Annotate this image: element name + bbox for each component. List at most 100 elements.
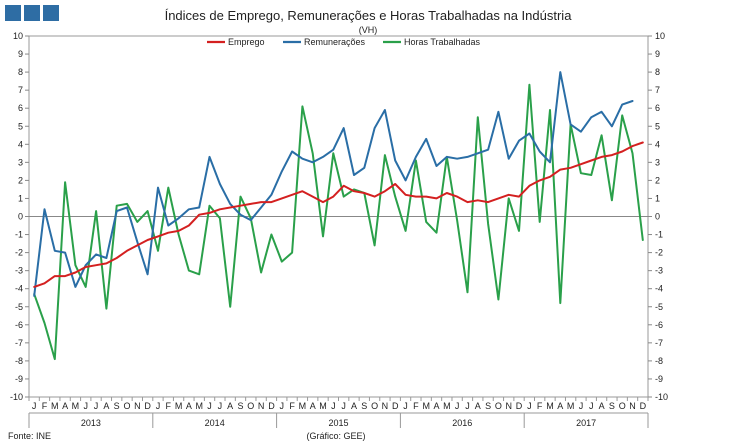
y-tick-label-left: -8 — [15, 356, 23, 366]
y-tick-label-right: 3 — [655, 157, 660, 167]
x-tick-label: S — [485, 401, 491, 411]
x-tick-label: F — [166, 401, 172, 411]
legend: Emprego Remunerações Horas Trabalhadas — [207, 37, 481, 47]
x-tick-label: M — [195, 401, 203, 411]
x-tick-label: A — [186, 401, 192, 411]
y-tick-label-right: -6 — [655, 320, 663, 330]
series-line-emprego — [33, 141, 644, 288]
chart-title: Índices de Emprego, Remunerações e Horas… — [165, 8, 573, 23]
brand-logo — [5, 5, 59, 21]
x-tick-label: N — [134, 401, 141, 411]
y-tick-label-left: -10 — [10, 392, 23, 402]
y-tick-label-right: 8 — [655, 67, 660, 77]
x-tick-label: J — [455, 401, 460, 411]
year-label: 2015 — [328, 418, 348, 428]
x-tick-label: A — [227, 401, 233, 411]
y-tick-label-right: 10 — [655, 31, 665, 41]
x-tick-label: F — [289, 401, 295, 411]
brand-square-1 — [5, 5, 21, 21]
x-tick-label: J — [280, 401, 285, 411]
y-tick-label-left: -9 — [15, 374, 23, 384]
y-tick-label-left: -5 — [15, 302, 23, 312]
legend-label-emprego: Emprego — [228, 37, 265, 47]
y-tick-label-right: 1 — [655, 193, 660, 203]
x-tick-label: N — [258, 401, 265, 411]
x-tick-label: J — [331, 401, 336, 411]
y-tick-label-left: -1 — [15, 230, 23, 240]
x-tick-label: D — [144, 401, 151, 411]
y-tick-label-left: 3 — [18, 157, 23, 167]
x-tick-label: J — [94, 401, 99, 411]
x-tick-label: O — [124, 401, 131, 411]
x-tick-label: A — [351, 401, 357, 411]
series-line-remuneracoes — [33, 71, 634, 297]
x-tick-label: J — [83, 401, 88, 411]
y-tick-label-right: -10 — [655, 392, 668, 402]
y-tick-label-right: -5 — [655, 302, 663, 312]
x-tick-label: N — [505, 401, 512, 411]
x-tick-label: F — [537, 401, 543, 411]
y-tick-label-right: 5 — [655, 121, 660, 131]
brand-square-2 — [24, 5, 40, 21]
chart-subtitle: (VH) — [359, 25, 378, 35]
y-tick-label-left: -7 — [15, 338, 23, 348]
x-tick-label: M — [443, 401, 451, 411]
x-tick-label: J — [218, 401, 223, 411]
x-tick-label: M — [422, 401, 430, 411]
y-tick-label-left: 0 — [18, 212, 23, 222]
x-tick-label: O — [619, 401, 626, 411]
x-tick-label: D — [640, 401, 647, 411]
y-tick-label-left: 1 — [18, 193, 23, 203]
y-tick-label-left: 8 — [18, 67, 23, 77]
y-tick-label-left: -6 — [15, 320, 23, 330]
x-tick-label: A — [475, 401, 481, 411]
year-label: 2016 — [452, 418, 472, 428]
x-tick-label: S — [237, 401, 243, 411]
legend-item-emprego: Emprego — [207, 37, 265, 47]
y-tick-label-left: -3 — [15, 266, 23, 276]
y-tick-label-right: 9 — [655, 49, 660, 59]
x-tick-label: D — [268, 401, 275, 411]
y-tick-label-left: 5 — [18, 121, 23, 131]
year-label: 2013 — [81, 418, 101, 428]
x-tick-label: J — [341, 401, 346, 411]
x-tick-label: J — [579, 401, 584, 411]
x-tick-label: J — [403, 401, 408, 411]
x-tick-label: M — [72, 401, 80, 411]
x-tick-label: J — [156, 401, 161, 411]
x-tick-label: A — [62, 401, 68, 411]
y-tick-label-right: -4 — [655, 284, 663, 294]
y-tick-label-right: -7 — [655, 338, 663, 348]
x-tick-label: O — [371, 401, 378, 411]
y-tick-label-right: 7 — [655, 85, 660, 95]
credit-label: (Gráfico: GEE) — [306, 431, 365, 441]
y-tick-label-left: -2 — [15, 248, 23, 258]
x-tick-label: S — [114, 401, 120, 411]
y-tick-label-right: 2 — [655, 175, 660, 185]
y-tick-label-right: -3 — [655, 266, 663, 276]
y-tick-label-right: 0 — [655, 212, 660, 222]
x-tick-label: J — [465, 401, 470, 411]
x-tick-label: F — [413, 401, 419, 411]
y-tick-label-right: 6 — [655, 103, 660, 113]
x-tick-label: D — [516, 401, 523, 411]
legend-label-remuneracoes: Remunerações — [304, 37, 366, 47]
x-tick-label: A — [434, 401, 440, 411]
y-tick-label-right: -9 — [655, 374, 663, 384]
x-tick-label: N — [629, 401, 636, 411]
legend-item-horas-trabalhadas: Horas Trabalhadas — [383, 37, 481, 47]
x-tick-label: J — [32, 401, 37, 411]
x-tick-label: A — [310, 401, 316, 411]
year-label: 2014 — [205, 418, 225, 428]
y-tick-label-left: 2 — [18, 175, 23, 185]
x-tick-label: N — [382, 401, 389, 411]
y-tick-label-left: 4 — [18, 139, 23, 149]
x-tick-label: J — [207, 401, 212, 411]
x-tick-label: J — [527, 401, 532, 411]
x-tick-label: M — [175, 401, 183, 411]
x-tick-label: A — [599, 401, 605, 411]
x-tick-label: S — [361, 401, 367, 411]
y-tick-label-left: 6 — [18, 103, 23, 113]
x-tick-label: D — [392, 401, 399, 411]
x-tick-label: A — [103, 401, 109, 411]
